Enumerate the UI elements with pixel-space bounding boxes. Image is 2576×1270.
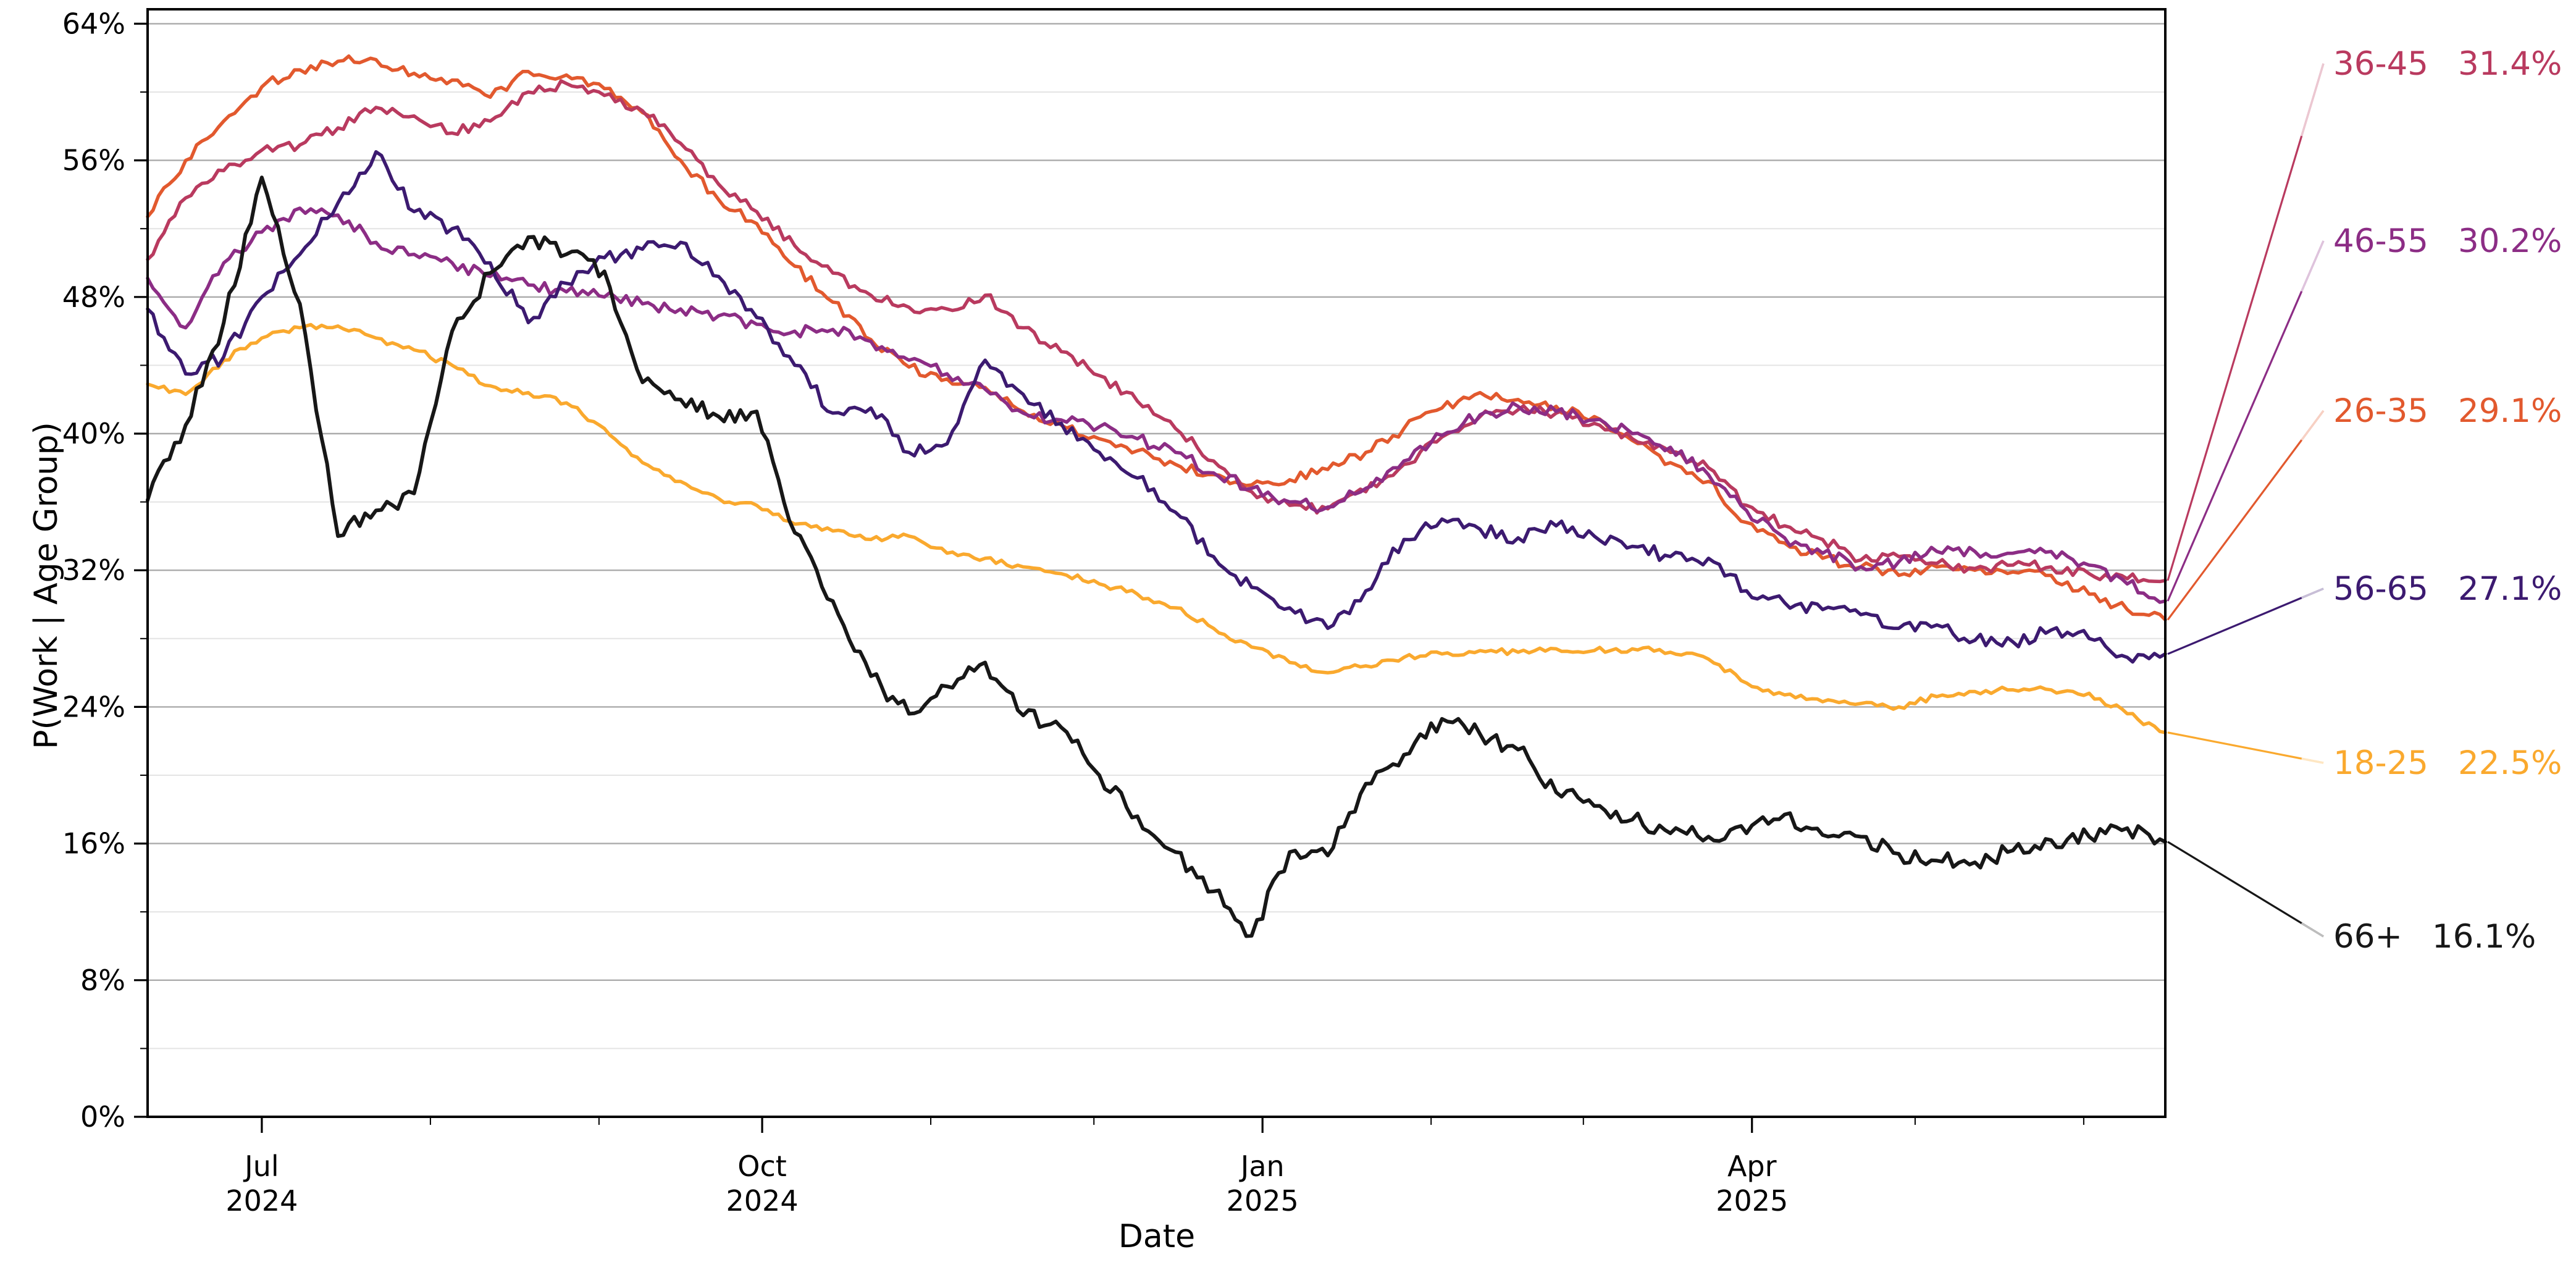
y-tick-label: 40% <box>62 417 125 450</box>
y-axis-label: P(Work | Age Group) <box>28 422 65 749</box>
leader-line-fade <box>2301 587 2324 599</box>
x-tick-label-month: Apr <box>1727 1150 1777 1183</box>
leader-line-46-55 <box>2167 240 2325 602</box>
y-tick-label: 0% <box>80 1100 125 1133</box>
end-label-56-65: 56-65 27.1% <box>2333 570 2562 608</box>
x-tick-label-year: 2025 <box>1227 1184 1299 1217</box>
end-annotations: 36-45 31.4% 46-55 30.2% 26-35 29.1% 56-65 27.1%… <box>2167 45 2562 956</box>
x-tick-label-year: 2024 <box>726 1184 799 1217</box>
leader-line-56-65 <box>2167 587 2324 655</box>
y-tick-label: 56% <box>62 144 125 177</box>
leader-line-fade <box>2301 922 2324 938</box>
gridlines <box>148 23 2165 1049</box>
x-tick-label-month: Oct <box>737 1150 787 1183</box>
y-tick-label: 64% <box>62 7 125 40</box>
leader-line-36-45 <box>2167 63 2325 581</box>
x-tick-label-year: 2025 <box>1716 1184 1788 1217</box>
series-line-56-65 <box>146 150 2167 664</box>
leader-line-fade <box>2301 63 2325 137</box>
series-line-26-35 <box>146 54 2167 622</box>
leader-line-18-25 <box>2167 731 2324 764</box>
series-line-66+ <box>146 175 2167 938</box>
end-label-46-55: 46-55 30.2% <box>2333 222 2562 260</box>
end-label-66+: 66+ 16.1% <box>2333 918 2536 956</box>
y-axis: 0% 8% 16% 24% 32% 40% 48% 56% 64% <box>62 7 148 1133</box>
x-axis-label: Date <box>1118 1218 1196 1255</box>
series-line-18-25 <box>146 322 2167 734</box>
y-tick-label: 48% <box>62 280 125 314</box>
leader-line-fade <box>2301 757 2324 764</box>
y-tick-label: 16% <box>62 827 125 860</box>
series-lines <box>146 54 2167 938</box>
end-label-26-35: 26-35 29.1% <box>2333 392 2562 430</box>
x-tick-label-month: Jan <box>1239 1150 1285 1183</box>
y-tick-label: 24% <box>62 690 125 723</box>
end-label-18-25: 18-25 22.5% <box>2333 744 2562 782</box>
leader-line-fade <box>2301 240 2325 292</box>
x-tick-label-month: Jul <box>243 1150 279 1183</box>
y-tick-label: 32% <box>62 553 125 587</box>
x-tick-label-year: 2024 <box>225 1184 298 1217</box>
leader-line-66+ <box>2167 841 2324 938</box>
series-line-36-45 <box>146 79 2167 584</box>
y-tick-label: 8% <box>80 964 125 997</box>
leader-line-26-35 <box>2167 410 2325 621</box>
leader-line-fade <box>2301 410 2325 441</box>
plot-border <box>146 8 2167 1118</box>
end-label-36-45: 36-45 31.4% <box>2333 45 2562 83</box>
